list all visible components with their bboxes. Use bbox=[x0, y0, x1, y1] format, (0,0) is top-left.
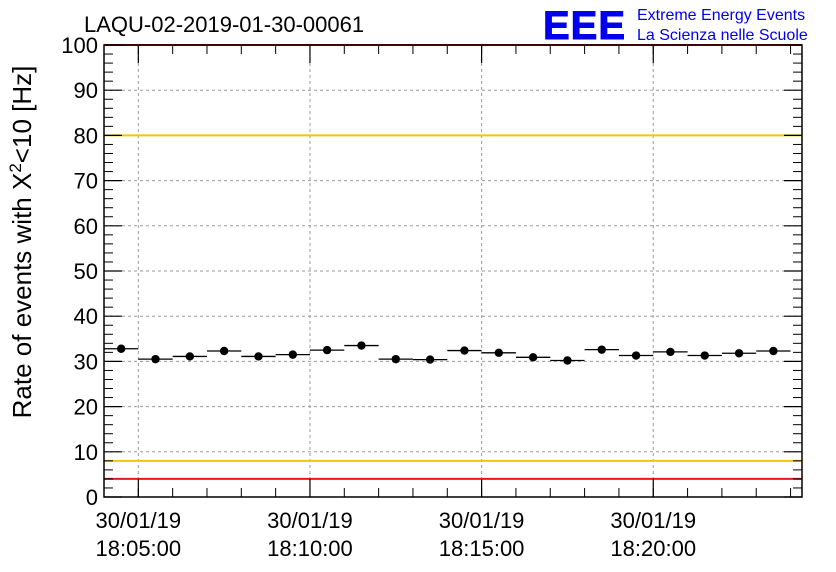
data-marker bbox=[185, 352, 195, 361]
data-point bbox=[653, 347, 688, 357]
y-tick-label: 60 bbox=[74, 214, 98, 239]
data-point bbox=[344, 341, 379, 350]
x-tick-time: 18:20:00 bbox=[610, 536, 696, 561]
y-tick-label: 30 bbox=[74, 349, 98, 374]
x-tick-date: 30/01/19 bbox=[267, 508, 353, 533]
eee-logo-line1: Extreme Energy Events bbox=[637, 7, 805, 24]
data-point bbox=[447, 346, 482, 355]
data-point bbox=[412, 355, 448, 364]
data-point bbox=[104, 344, 139, 353]
y-tick-label: 50 bbox=[74, 259, 98, 284]
y-tick-labels: 0 10 20 30 40 50 60 70 80 90 100 bbox=[61, 33, 98, 510]
data-marker bbox=[460, 346, 469, 355]
x-tick-date: 30/01/19 bbox=[96, 508, 182, 533]
data-marker bbox=[563, 356, 572, 365]
y-tick-label: 10 bbox=[74, 440, 98, 465]
data-point bbox=[756, 346, 791, 356]
eee-logo-letters: EEE bbox=[543, 4, 626, 48]
data-point bbox=[721, 349, 757, 358]
x-tick-date: 30/01/19 bbox=[439, 508, 525, 533]
x-tick-time: 18:05:00 bbox=[96, 536, 182, 561]
data-marker bbox=[528, 353, 538, 362]
y-tick-label: 90 bbox=[74, 78, 98, 103]
x-tick-time: 18:10:00 bbox=[267, 536, 353, 561]
data-marker bbox=[666, 347, 675, 357]
data-marker bbox=[597, 345, 606, 354]
data-point bbox=[515, 353, 551, 362]
y-tick-label: 20 bbox=[74, 395, 98, 420]
x-tick-labels: 30/01/19 18:05:00 30/01/19 18:10:00 30/01/19… bbox=[96, 508, 697, 561]
data-marker bbox=[391, 354, 400, 364]
data-point bbox=[172, 352, 207, 361]
data-point bbox=[550, 356, 585, 365]
x-tick-time: 18:15:00 bbox=[439, 536, 525, 561]
data-marker bbox=[288, 350, 298, 359]
data-marker bbox=[357, 341, 366, 350]
data-marker bbox=[151, 354, 160, 364]
y-tick-label: 40 bbox=[74, 304, 98, 329]
data-marker bbox=[631, 351, 641, 360]
data-marker bbox=[116, 344, 126, 353]
reference-lines bbox=[104, 44, 802, 480]
data-marker bbox=[322, 345, 332, 355]
data-point bbox=[275, 350, 310, 359]
eee-logo-line2: La Scienza nelle Scuole bbox=[637, 27, 808, 44]
data-marker bbox=[219, 346, 229, 356]
data-marker bbox=[494, 348, 503, 358]
data-point bbox=[206, 346, 242, 356]
grid bbox=[104, 45, 802, 497]
data-point bbox=[378, 354, 413, 364]
data-point bbox=[481, 348, 516, 358]
x-tick-date: 30/01/19 bbox=[610, 508, 696, 533]
plot-frame bbox=[103, 44, 803, 498]
y-tick-label: 100 bbox=[61, 33, 98, 58]
data-marker bbox=[254, 352, 263, 361]
data-point bbox=[687, 351, 722, 360]
data-point bbox=[618, 351, 654, 360]
data-point bbox=[309, 345, 345, 355]
y-tick-label: 80 bbox=[74, 123, 98, 148]
eee-logo: EEE Extreme Energy Events La Scienza nel… bbox=[543, 4, 808, 49]
y-axis-label: Rate of events with X2<10 [Hz] bbox=[6, 66, 37, 419]
data-series bbox=[104, 341, 791, 365]
chart-title: LAQU-02-2019-01-30-00061 bbox=[84, 12, 364, 37]
data-marker bbox=[425, 355, 435, 364]
data-marker bbox=[734, 349, 744, 358]
data-marker bbox=[700, 351, 709, 360]
y-tick-label: 70 bbox=[74, 169, 98, 194]
y-tick-label: 0 bbox=[86, 485, 98, 510]
data-point bbox=[138, 354, 173, 364]
data-point bbox=[241, 352, 276, 361]
data-point bbox=[584, 345, 619, 354]
data-marker bbox=[769, 346, 778, 356]
